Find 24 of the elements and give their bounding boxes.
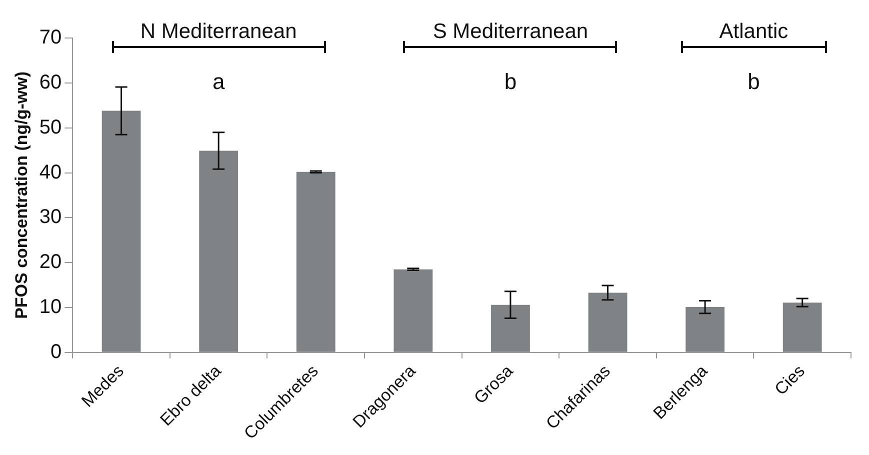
annotation: N Mediterranean — [140, 20, 297, 44]
y-axis-title: PFOS concentration (ng/g-ww) — [12, 71, 31, 319]
annotation: b — [504, 69, 517, 94]
bar — [199, 150, 238, 352]
bar — [394, 269, 433, 352]
y-tick-label: 40 — [39, 161, 62, 184]
annotation: S Mediterranean — [432, 20, 588, 44]
x-tick-label: Cies — [771, 361, 808, 399]
y-tick-label: 70 — [39, 26, 62, 49]
bar — [102, 110, 141, 352]
y-tick-label: 10 — [39, 296, 62, 318]
y-tick-label: 20 — [39, 251, 62, 274]
annotation: a — [212, 69, 225, 94]
bar — [782, 302, 822, 352]
bar — [296, 172, 336, 352]
annotation: b — [748, 69, 760, 94]
annotation: Atlantic — [719, 20, 788, 44]
bar — [686, 307, 725, 352]
y-tick-label: 30 — [39, 206, 62, 228]
bar — [588, 292, 628, 352]
bar — [491, 304, 530, 352]
y-tick-label: 50 — [39, 116, 62, 138]
y-tick-label: 60 — [39, 71, 62, 94]
y-tick-label: 0 — [50, 340, 62, 363]
